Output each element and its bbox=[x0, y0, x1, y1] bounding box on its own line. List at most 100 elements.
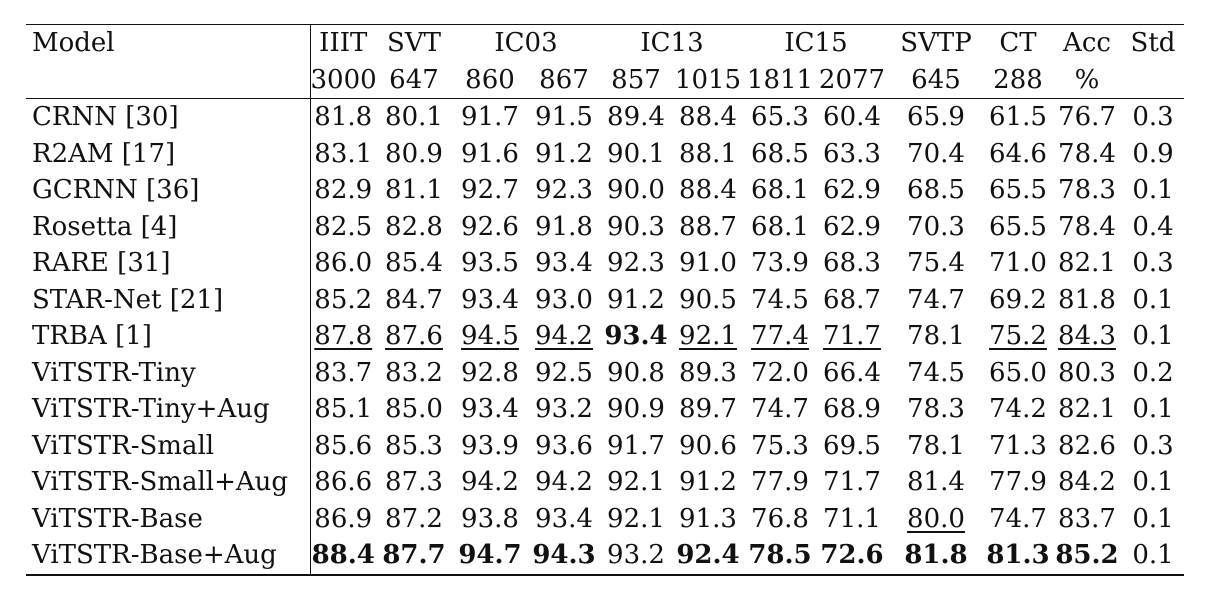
table-cell: 64.6 bbox=[989, 138, 1047, 169]
table-cell: 93.5 bbox=[461, 248, 519, 278]
table-cell: 78.4 bbox=[1058, 211, 1116, 242]
table-row: ViTSTR-Tiny 83.7 83.2 92.8 92.5 90.8 89.3 72.0 6… bbox=[26, 354, 1184, 391]
model-name: ViTSTR-Tiny bbox=[26, 354, 311, 391]
table-cell: 91.7 bbox=[607, 430, 665, 461]
table-cell: 87.8 bbox=[314, 321, 373, 351]
model-name: R2AM [17] bbox=[26, 135, 311, 172]
header-dataset: SVT bbox=[376, 24, 452, 62]
table-cell: 68.5 bbox=[907, 175, 965, 205]
table-cell: 85.3 bbox=[385, 430, 443, 461]
model-name: ViTSTR-Small+Aug bbox=[26, 464, 311, 501]
table-cell: 65.5 bbox=[989, 175, 1047, 205]
results-body: CRNN [30] 81.8 80.1 91.7 91.5 89.4 88.4 65.3 60.… bbox=[26, 98, 1184, 576]
table-cell: 76.7 bbox=[1058, 102, 1116, 132]
table-cell: 81.3 bbox=[984, 537, 1052, 576]
table-cell: 69.5 bbox=[823, 430, 881, 461]
table-cell: 81.4 bbox=[907, 467, 965, 497]
table-cell: 80.0 bbox=[907, 503, 965, 534]
table-row: TRBA [1] 87.8 87.6 94.5 94.2 93.4 92.1 77.4 71.7… bbox=[26, 318, 1184, 355]
table-cell: 85.0 bbox=[385, 394, 443, 424]
table-cell: 78.3 bbox=[907, 394, 965, 424]
header-dataset: IC13 bbox=[600, 24, 744, 62]
table-cell: 0.9 bbox=[1132, 138, 1174, 169]
table-row: STAR-Net [21] 85.2 84.7 93.4 93.0 91.2 90.5 74.… bbox=[26, 281, 1184, 318]
table-cell: 92.3 bbox=[607, 248, 665, 278]
table-cell: 81.1 bbox=[385, 175, 443, 205]
table-row: R2AM [17] 83.1 80.9 91.6 91.2 90.1 88.1 68.5 63.… bbox=[26, 135, 1184, 172]
table-cell: 89.7 bbox=[679, 394, 737, 424]
table-cell: 75.3 bbox=[751, 430, 809, 461]
table-cell: 83.2 bbox=[385, 357, 443, 388]
table-cell: 73.9 bbox=[751, 248, 809, 278]
model-name: CRNN [30] bbox=[26, 98, 311, 136]
table-cell: 75.4 bbox=[907, 248, 965, 278]
table-cell: 68.5 bbox=[751, 138, 809, 169]
table-cell: 0.1 bbox=[1132, 503, 1174, 534]
table-cell: 71.3 bbox=[989, 430, 1047, 461]
model-name: RARE [31] bbox=[26, 245, 311, 282]
table-cell: 85.4 bbox=[385, 248, 443, 278]
table-cell: 62.9 bbox=[823, 211, 881, 242]
table-row: ViTSTR-Base 86.9 87.2 93.8 93.4 92.1 91.3 76.8 7… bbox=[26, 500, 1184, 537]
table-cell: 81.8 bbox=[888, 537, 984, 576]
table-row: RARE [31] 86.0 85.4 93.5 93.4 92.3 91.0 73.9 68.… bbox=[26, 245, 1184, 282]
table-cell: 68.9 bbox=[823, 394, 881, 424]
table-cell: 93.2 bbox=[600, 537, 672, 576]
table-cell: 92.7 bbox=[461, 175, 519, 205]
table-cell: 90.1 bbox=[607, 138, 665, 169]
table-cell: 78.5 bbox=[744, 537, 816, 576]
table-cell: 93.4 bbox=[604, 321, 668, 351]
table-cell: 74.7 bbox=[989, 503, 1047, 534]
table-cell: 93.6 bbox=[535, 430, 593, 461]
header-size: 857 bbox=[600, 61, 672, 99]
table-cell: 90.0 bbox=[607, 175, 665, 205]
table-cell: 70.4 bbox=[907, 138, 965, 169]
table-cell: 93.4 bbox=[461, 394, 519, 424]
table-cell: 74.7 bbox=[751, 394, 809, 424]
table-cell: 65.9 bbox=[907, 102, 965, 132]
table-cell: 88.4 bbox=[310, 537, 376, 576]
table-cell: 93.0 bbox=[535, 284, 593, 315]
table-cell: 91.6 bbox=[461, 138, 519, 169]
header-size: % bbox=[1052, 61, 1122, 99]
results-table-container: Model IIIT SVT IC03 IC13 IC15 SVTP CT Acc Std 300… bbox=[26, 24, 1184, 576]
table-cell: 0.3 bbox=[1132, 430, 1174, 461]
header-size: 2077 bbox=[816, 61, 888, 99]
model-name: ViTSTR-Base bbox=[26, 500, 311, 537]
table-cell: 63.3 bbox=[823, 138, 881, 169]
table-cell: 86.9 bbox=[314, 503, 373, 534]
table-cell: 83.7 bbox=[314, 357, 373, 388]
table-cell: 71.7 bbox=[823, 467, 881, 497]
table-cell: 92.1 bbox=[679, 321, 737, 351]
table-cell: 62.9 bbox=[823, 175, 881, 205]
table-cell: 0.1 bbox=[1132, 175, 1174, 205]
table-row: GCRNN [36] 82.9 81.1 92.7 92.3 90.0 88.4 68.1 62… bbox=[26, 172, 1184, 209]
table-cell: 84.3 bbox=[1058, 321, 1116, 351]
table-cell: 92.1 bbox=[607, 467, 665, 497]
table-cell: 78.3 bbox=[1058, 175, 1116, 205]
table-cell: 87.7 bbox=[376, 537, 452, 576]
table-cell: 0.4 bbox=[1132, 211, 1174, 242]
table-cell: 0.3 bbox=[1132, 102, 1174, 132]
table-cell: 93.8 bbox=[461, 503, 519, 534]
table-cell: 86.6 bbox=[314, 467, 373, 497]
header-size: 647 bbox=[376, 61, 452, 99]
header-dataset: CT bbox=[984, 24, 1052, 62]
table-cell: 74.7 bbox=[907, 284, 965, 315]
table-cell: 91.3 bbox=[679, 503, 737, 534]
table-cell: 87.6 bbox=[385, 321, 443, 351]
table-cell: 81.8 bbox=[1058, 284, 1116, 315]
header-size bbox=[1122, 61, 1184, 99]
table-cell: 88.4 bbox=[679, 102, 737, 132]
table-cell: 71.7 bbox=[823, 321, 881, 351]
results-table: Model IIIT SVT IC03 IC13 IC15 SVTP CT Acc Std 300… bbox=[26, 24, 1184, 576]
table-cell: 70.3 bbox=[907, 211, 965, 242]
table-cell: 94.3 bbox=[528, 537, 600, 576]
header-dataset: IC03 bbox=[452, 24, 600, 62]
table-cell: 94.5 bbox=[461, 321, 519, 351]
header-dataset: Acc bbox=[1052, 24, 1122, 62]
table-cell: 85.1 bbox=[314, 394, 373, 424]
table-row: CRNN [30] 81.8 80.1 91.7 91.5 89.4 88.4 65.3 60.… bbox=[26, 98, 1184, 136]
table-cell: 68.1 bbox=[751, 211, 809, 242]
table-cell: 78.1 bbox=[907, 430, 965, 461]
